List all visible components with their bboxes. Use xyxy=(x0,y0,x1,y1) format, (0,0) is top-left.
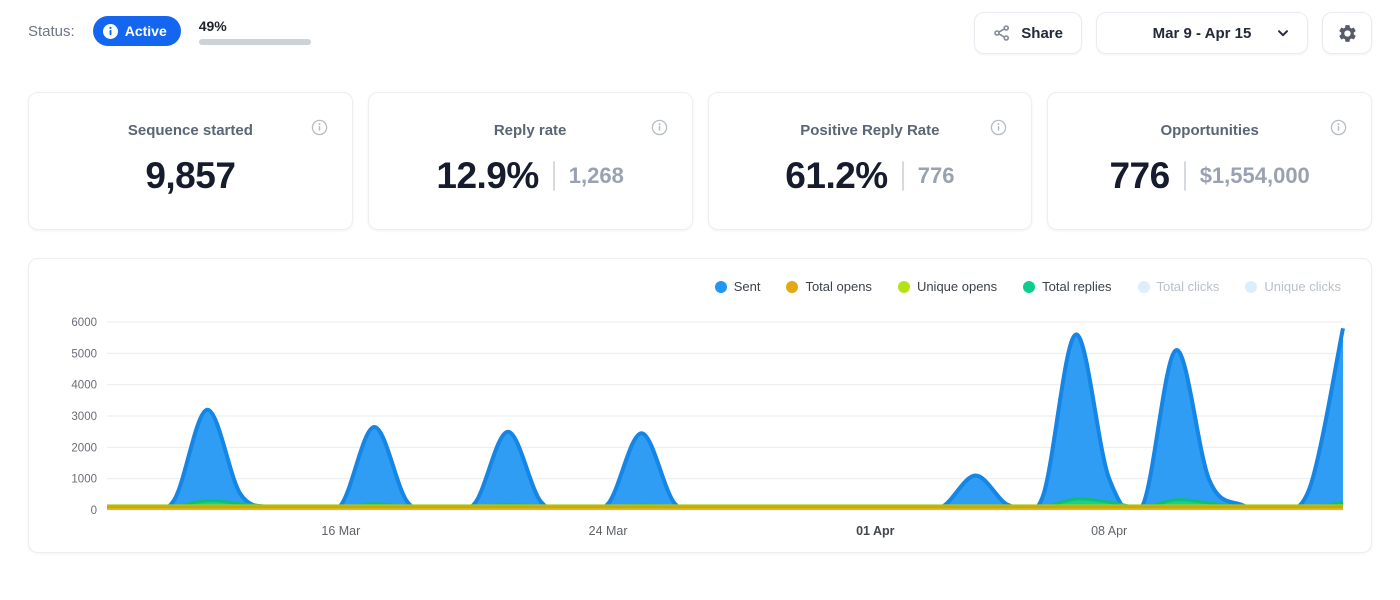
y-axis-label: 0 xyxy=(91,505,97,517)
stat-divider xyxy=(552,161,555,191)
share-button-label: Share xyxy=(1021,24,1063,42)
legend-label: Total clicks xyxy=(1156,279,1220,294)
chart-canvas: 0 1000 2000 3000 4000 5000 6000 16 Mar 24 Mar 01 … xyxy=(71,317,1345,538)
legend-item-total-opens[interactable]: Total opens xyxy=(786,279,872,294)
legend-item-total-replies[interactable]: Total replies xyxy=(1023,279,1112,294)
progress-percent-label: 49% xyxy=(198,17,227,34)
stat-title: Positive Reply Rate xyxy=(800,122,940,139)
settings-button[interactable] xyxy=(1322,12,1372,54)
info-icon[interactable] xyxy=(990,119,1007,136)
stat-value: 12.9% xyxy=(436,155,539,196)
unique-opens-legend-dot xyxy=(897,280,910,293)
top-bar: Status: Active 49% Share Mar 9 - Apr 15 xyxy=(28,12,1372,62)
status-group: Status: Active 49% xyxy=(28,16,311,46)
stat-title: Sequence started xyxy=(127,122,253,139)
x-axis-label: 16 Mar xyxy=(321,524,360,538)
progress-bar xyxy=(198,38,311,45)
status-active-badge[interactable]: Active xyxy=(92,16,181,46)
analytics-chart-card: Sent Total opens Unique opens Total replies… xyxy=(28,258,1372,553)
share-icon xyxy=(993,24,1011,42)
y-axis-label: 4000 xyxy=(71,380,97,392)
x-axis-label: 08 Apr xyxy=(1091,524,1127,538)
legend-label: Unique clicks xyxy=(1264,279,1341,294)
legend-item-unique-clicks[interactable]: Unique clicks xyxy=(1245,279,1341,294)
total-replies-legend-dot xyxy=(1023,280,1036,293)
legend-label: Total replies xyxy=(1042,279,1112,294)
stat-card-positive-reply-rate: Positive Reply Rate 61.2% 776 xyxy=(707,92,1033,230)
total-clicks-legend-dot xyxy=(1137,280,1150,293)
share-button[interactable]: Share xyxy=(974,12,1082,54)
stat-secondary-value: $1,554,000 xyxy=(1199,163,1310,188)
stat-title: Opportunities xyxy=(1160,122,1259,139)
y-axis-label: 2000 xyxy=(71,442,97,454)
stats-row: Sequence started 9,857 Reply rate 12.9% … xyxy=(28,92,1372,230)
legend-label: Unique opens xyxy=(916,279,998,294)
stat-value: 61.2% xyxy=(785,155,888,196)
info-icon[interactable] xyxy=(311,119,328,136)
chart-legend: Sent Total opens Unique opens Total replies… xyxy=(45,277,1355,306)
stat-secondary-value: 776 xyxy=(917,163,955,188)
stat-value: 776 xyxy=(1109,155,1170,196)
info-circle-icon xyxy=(102,23,118,39)
header-actions: Share Mar 9 - Apr 15 xyxy=(974,12,1372,54)
stat-title: Reply rate xyxy=(493,122,567,139)
total-opens-legend-dot xyxy=(786,280,799,293)
stat-divider xyxy=(1183,161,1186,191)
info-icon[interactable] xyxy=(651,119,668,136)
stat-secondary-value: 1,268 xyxy=(568,163,624,188)
stat-card-sequence-started: Sequence started 9,857 xyxy=(28,92,353,230)
x-axis-label: 01 Apr xyxy=(856,524,895,538)
legend-label: Sent xyxy=(733,279,761,294)
stat-divider xyxy=(901,161,904,191)
legend-item-unique-opens[interactable]: Unique opens xyxy=(897,279,998,294)
date-range-label: Mar 9 - Apr 15 xyxy=(1152,24,1252,42)
unique-clicks-legend-dot xyxy=(1245,280,1258,293)
info-icon[interactable] xyxy=(1330,119,1347,136)
x-axis-label: 24 Mar xyxy=(589,524,628,538)
sent-legend-dot xyxy=(714,280,727,293)
legend-item-sent[interactable]: Sent xyxy=(714,279,761,294)
status-badge-label: Active xyxy=(124,23,167,39)
status-label: Status: xyxy=(28,22,75,40)
legend-label: Total opens xyxy=(805,279,872,294)
y-axis-label: 6000 xyxy=(71,317,97,329)
progress-block: 49% xyxy=(198,17,311,45)
stat-card-reply-rate: Reply rate 12.9% 1,268 xyxy=(367,92,693,230)
legend-item-total-clicks[interactable]: Total clicks xyxy=(1137,279,1220,294)
date-range-select[interactable]: Mar 9 - Apr 15 xyxy=(1096,12,1308,54)
stat-card-opportunities: Opportunities 776 $1,554,000 xyxy=(1047,92,1372,230)
gear-icon xyxy=(1337,23,1358,44)
chevron-down-icon xyxy=(1275,25,1291,41)
y-axis-label: 1000 xyxy=(71,474,97,486)
y-axis-label: 3000 xyxy=(71,411,97,423)
series-line-sent xyxy=(107,327,1345,510)
stat-value: 9,857 xyxy=(145,155,236,196)
y-axis-label: 5000 xyxy=(71,348,97,360)
